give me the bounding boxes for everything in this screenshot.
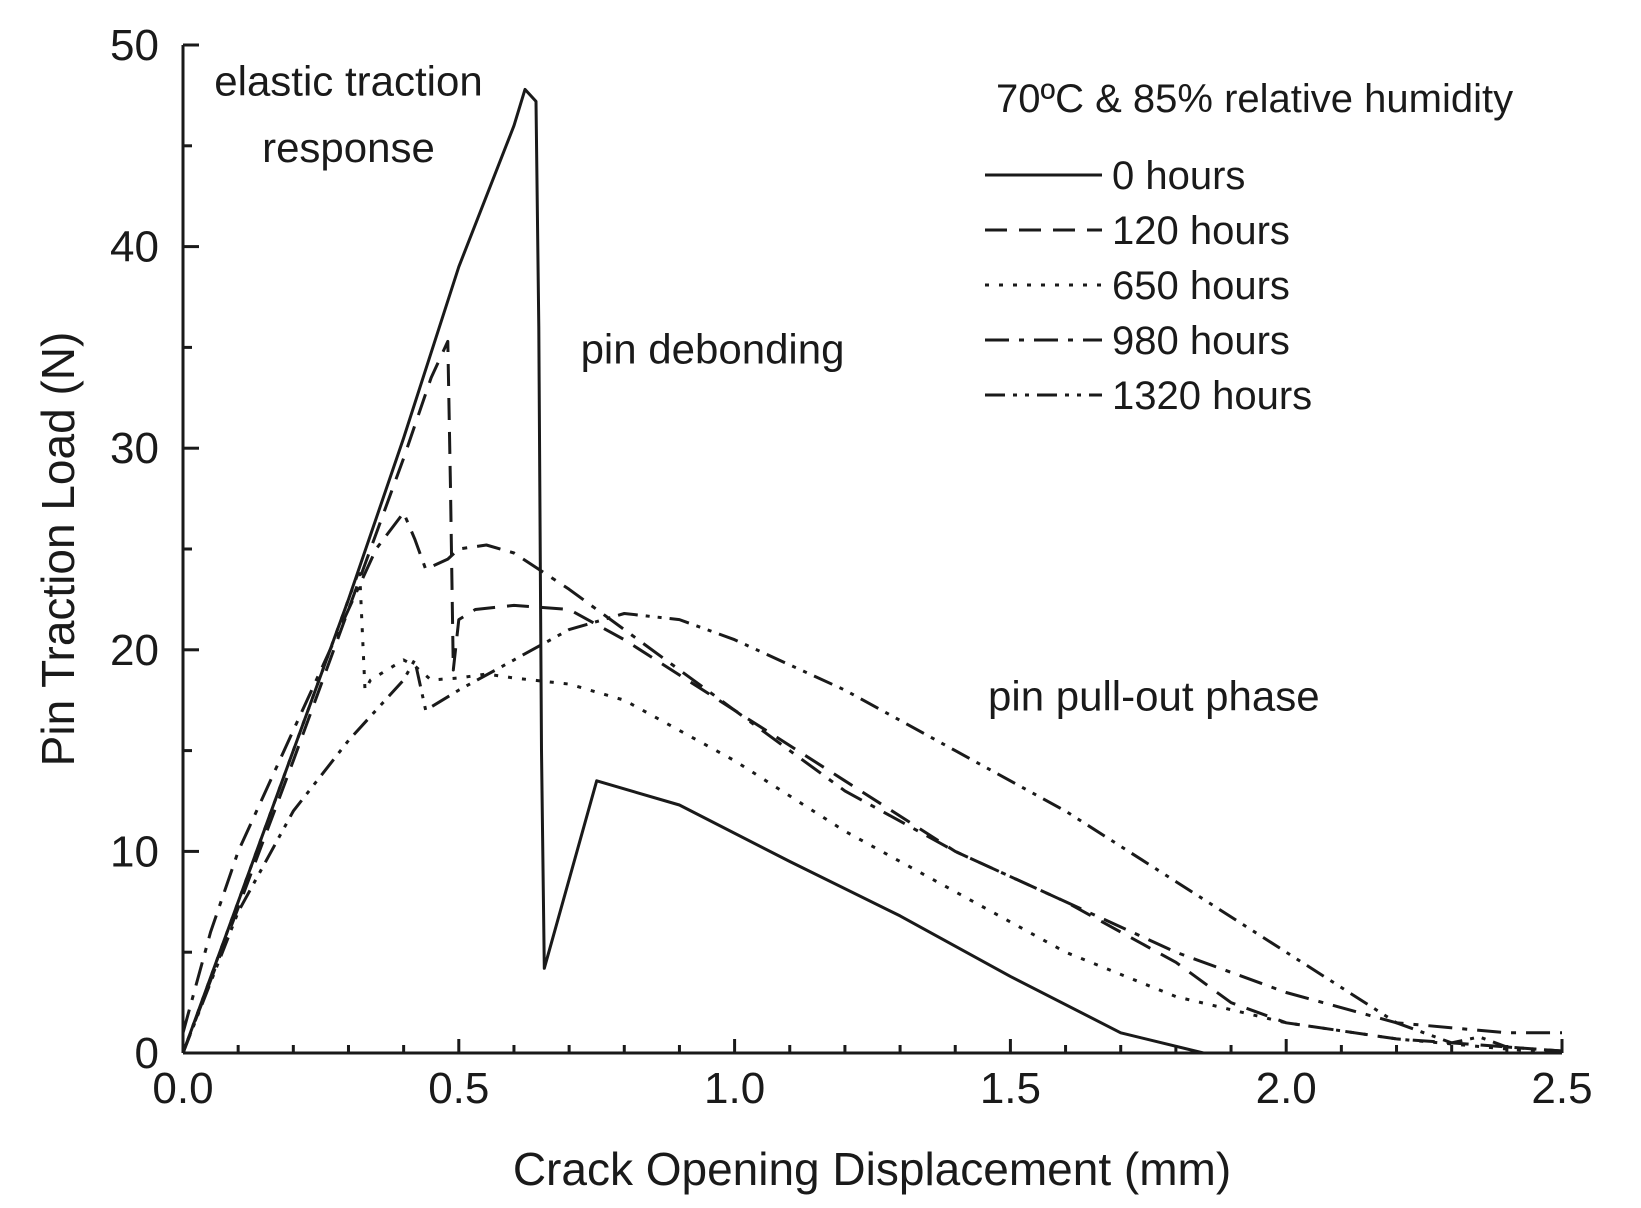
legend-label: 120 hours <box>1112 209 1290 253</box>
x-tick-label: 2.0 <box>1256 1064 1317 1113</box>
legend-label: 650 hours <box>1112 264 1290 308</box>
series-line-650-hours <box>181 567 1563 1055</box>
series-line-120-hours <box>181 339 1563 1054</box>
x-ticks: 0.0 0.5 1.0 1.5 2.0 2.5 <box>152 1039 1593 1113</box>
x-tick-label: 2.5 <box>1531 1064 1592 1113</box>
y-tick-label: 10 <box>110 827 159 876</box>
series-line-980-hours <box>181 511 1562 1035</box>
annotation-label: pin pull-out phase <box>988 672 1320 719</box>
legend-items: 0 hours 120 hours 650 hours 980 hours 1320 h… <box>985 154 1312 418</box>
y-tick-label: 30 <box>110 424 159 473</box>
annotations: elastic traction response pin debonding pin… <box>214 57 1319 719</box>
legend-label: 0 hours <box>1112 154 1245 198</box>
y-tick-label: 0 <box>135 1029 159 1078</box>
legend-title: 70ºC & 85% relative humidity <box>996 77 1513 121</box>
series-lines <box>181 87 1563 1055</box>
y-tick-label: 50 <box>110 21 159 70</box>
y-axis-title: Pin Traction Load (N) <box>32 332 84 767</box>
legend-label: 980 hours <box>1112 319 1290 363</box>
x-tick-label: 0.5 <box>428 1064 489 1113</box>
y-tick-label: 20 <box>110 626 159 675</box>
x-tick-label: 0.0 <box>152 1064 213 1113</box>
y-ticks: 0 10 20 30 40 50 <box>110 21 199 1078</box>
x-tick-label: 1.0 <box>704 1064 765 1113</box>
series-line-1320-hours <box>181 612 1563 1054</box>
x-tick-label: 1.5 <box>980 1064 1041 1113</box>
y-tick-label: 40 <box>110 223 159 272</box>
annotation-label: pin debonding <box>581 326 845 373</box>
legend: 70ºC & 85% relative humidity 0 hours 120 … <box>985 77 1513 418</box>
legend-label: 1320 hours <box>1112 374 1312 418</box>
annotation-label: response <box>262 124 435 171</box>
series-line-0-hours <box>181 87 1204 1055</box>
x-axis-title: Crack Opening Displacement (mm) <box>513 1143 1231 1195</box>
annotation-label: elastic traction <box>214 57 482 104</box>
